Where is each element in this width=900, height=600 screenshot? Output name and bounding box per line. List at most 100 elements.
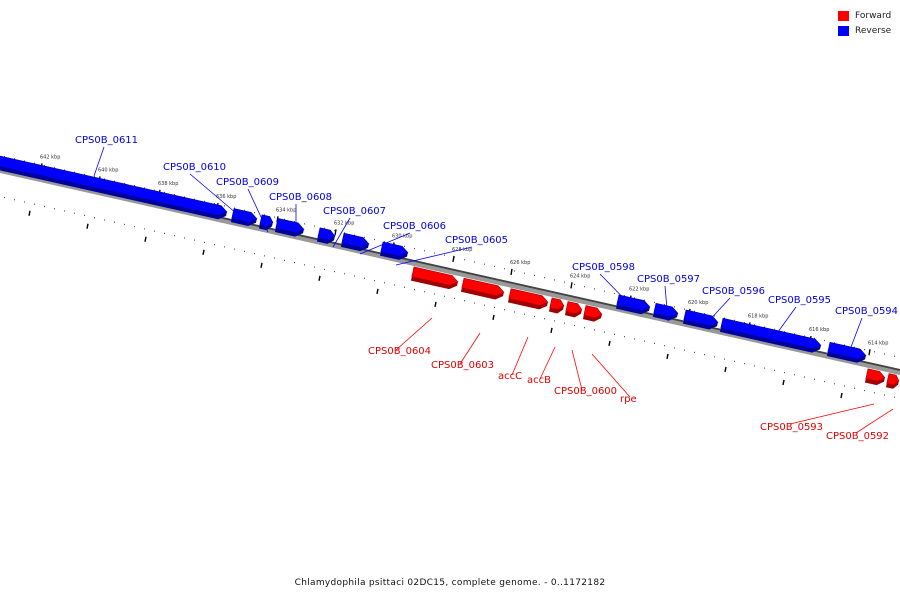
minor-dot bbox=[874, 392, 875, 394]
minor-dot bbox=[94, 176, 95, 178]
gene-CPS0B_0604[interactable] bbox=[410, 266, 459, 291]
ruler-tick-label: 628 kbp bbox=[452, 247, 472, 253]
minor-dot bbox=[264, 255, 265, 257]
gene-CPS0B_0611[interactable] bbox=[0, 155, 228, 221]
ruler-tick-label: 634 kbp bbox=[276, 207, 296, 213]
minor-dot bbox=[154, 230, 155, 232]
minor-dot bbox=[544, 277, 545, 279]
gene-label[interactable]: CPS0B_0604 bbox=[368, 346, 431, 357]
gene-CPS0B_0600[interactable] bbox=[564, 301, 583, 318]
gene-CPS0B_0594[interactable] bbox=[826, 341, 867, 364]
gene-label[interactable]: CPS0B_0597 bbox=[637, 274, 700, 285]
kbp-ruler: 642 kbp 640 kbp 638 kbp 636 kbp 634 kbp 632 k… bbox=[40, 154, 888, 356]
gene-label[interactable]: CPS0B_0594 bbox=[835, 306, 898, 317]
legend-reverse: Reverse bbox=[838, 23, 891, 38]
gene-label[interactable]: rpe bbox=[620, 394, 637, 405]
gene-arrow bbox=[380, 241, 409, 257]
gene-label[interactable]: CPS0B_0608 bbox=[269, 192, 332, 203]
minor-dot bbox=[514, 270, 515, 272]
gene-label[interactable]: CPS0B_0607 bbox=[323, 206, 386, 217]
gene-CPS0B_0607[interactable] bbox=[316, 227, 336, 245]
minor-dot bbox=[414, 247, 415, 250]
gene-arrow-side bbox=[316, 236, 335, 244]
ruler-tick-label: 642 kbp bbox=[40, 154, 60, 160]
gene-rpe[interactable] bbox=[582, 305, 603, 323]
lower-tick bbox=[318, 275, 321, 281]
minor-dot bbox=[354, 275, 355, 277]
gene-label[interactable]: CPS0B_0603 bbox=[431, 360, 494, 371]
minor-dot bbox=[504, 268, 505, 270]
minor-dot bbox=[474, 302, 475, 304]
gene-label[interactable]: CPS0B_0610 bbox=[163, 162, 226, 173]
gene-CPS0B_0593[interactable] bbox=[864, 368, 886, 387]
minor-dot bbox=[334, 229, 335, 232]
gene-label[interactable]: CPS0B_0592 bbox=[826, 431, 889, 442]
ruler-tick-label: 618 kbp bbox=[748, 313, 768, 319]
minor-dot bbox=[754, 324, 755, 326]
gene-CPS0B_0597[interactable] bbox=[652, 302, 679, 322]
gene-label[interactable]: accB bbox=[527, 375, 551, 386]
minor-dot bbox=[834, 383, 835, 385]
gene-arrow-side bbox=[548, 305, 564, 314]
minor-dot bbox=[284, 218, 285, 220]
gene-accB[interactable] bbox=[548, 297, 565, 315]
minor-dot bbox=[4, 155, 5, 158]
minor-dot bbox=[84, 214, 85, 217]
gene-label[interactable]: CPS0B_0609 bbox=[216, 177, 279, 188]
minor-dot bbox=[594, 329, 595, 331]
ruler-tick bbox=[510, 268, 513, 276]
minor-dot bbox=[764, 326, 765, 328]
gene-label[interactable]: CPS0B_0598 bbox=[572, 262, 635, 273]
gene-CPS0B_0608[interactable] bbox=[274, 218, 305, 238]
gene-label[interactable]: CPS0B_0593 bbox=[760, 422, 823, 433]
minor-dot bbox=[444, 254, 445, 256]
gene-label[interactable]: accC bbox=[498, 371, 522, 382]
gene-CPS0B_0610[interactable] bbox=[230, 208, 258, 228]
gene-CPS0B_0603[interactable] bbox=[460, 277, 505, 301]
minor-dot bbox=[154, 189, 155, 191]
gene-label[interactable]: CPS0B_0605 bbox=[445, 235, 508, 246]
gene-CPS0B_0605[interactable] bbox=[379, 241, 409, 261]
gene-CPS0B_0598[interactable] bbox=[615, 294, 651, 316]
minor-dot bbox=[164, 191, 165, 194]
gene-arrow bbox=[0, 155, 228, 216]
leader-line bbox=[855, 408, 894, 434]
minor-dot bbox=[854, 346, 855, 348]
minor-dot bbox=[314, 266, 315, 268]
gene-arrow-side bbox=[826, 352, 866, 363]
minor-dot bbox=[74, 212, 75, 214]
legend-forward-label: Forward bbox=[855, 10, 892, 21]
gene-label[interactable]: CPS0B_0611 bbox=[75, 135, 138, 146]
minor-dot bbox=[424, 250, 425, 252]
gene-CPS0B_0595[interactable] bbox=[719, 317, 822, 354]
leader-line bbox=[599, 273, 638, 313]
gene-CPS0B_0592[interactable] bbox=[885, 373, 900, 390]
gene-label[interactable]: CPS0B_0600 bbox=[554, 386, 617, 397]
minor-dot bbox=[584, 286, 585, 288]
minor-dot bbox=[294, 220, 295, 223]
minor-dot bbox=[104, 219, 105, 221]
minor-dot bbox=[794, 374, 795, 376]
minor-dot bbox=[184, 237, 185, 239]
minor-dot bbox=[404, 286, 405, 288]
minor-dot bbox=[464, 300, 465, 302]
gene-label[interactable]: CPS0B_0596 bbox=[702, 286, 765, 297]
ruler-tick-label: 614 kbp bbox=[868, 340, 888, 346]
minor-dot bbox=[864, 348, 865, 351]
gene-label[interactable]: CPS0B_0595 bbox=[768, 295, 831, 306]
minor-dot bbox=[684, 349, 685, 351]
gene-CPS0B_0606[interactable] bbox=[340, 232, 370, 252]
minor-dot bbox=[824, 339, 825, 342]
minor-dot bbox=[24, 160, 25, 162]
ruler-tick bbox=[868, 349, 871, 356]
ruler-tick bbox=[334, 229, 337, 236]
gene-CPS0B_0596[interactable] bbox=[682, 309, 719, 331]
gene-arrow-side bbox=[652, 312, 678, 321]
gene-label[interactable]: CPS0B_0606 bbox=[383, 221, 446, 232]
minor-dot bbox=[454, 256, 455, 259]
gene-CPS0B_0609[interactable] bbox=[258, 214, 274, 231]
gene-accC[interactable] bbox=[507, 288, 549, 311]
minor-dot bbox=[244, 250, 245, 252]
gene-arrow bbox=[583, 305, 603, 319]
minor-dot bbox=[464, 259, 465, 261]
